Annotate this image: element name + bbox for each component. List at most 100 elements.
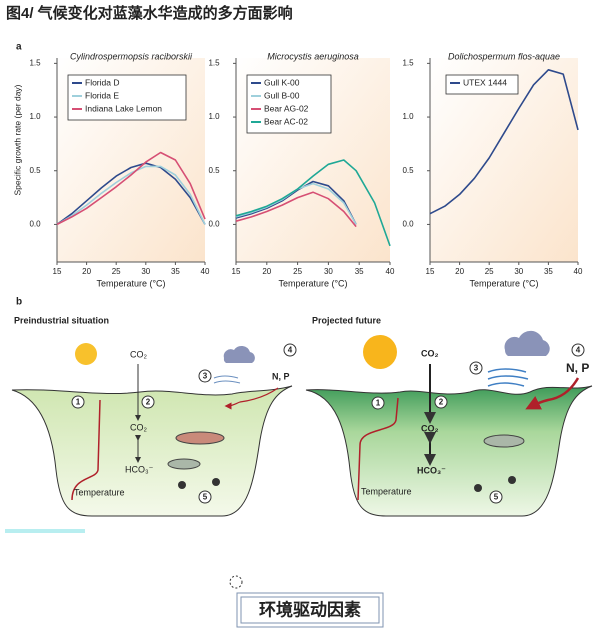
co2-air: CO₂ (421, 348, 439, 358)
marker-circle (469, 361, 483, 375)
footer-box-inner (240, 596, 380, 624)
x-axis-label: Temperature (°C) (469, 278, 538, 288)
co2-air: CO₂ (130, 349, 148, 359)
legend-label: Florida E (85, 90, 119, 100)
chart-title: Microcystis aeruginosa (267, 51, 359, 61)
legend-label: Gull K-00 (264, 77, 300, 87)
x-tick-label: 25 (112, 267, 121, 276)
x-tick-label: 30 (514, 267, 523, 276)
marker-number: 1 (76, 398, 81, 407)
footer-label: 环境驱动因素 (259, 599, 361, 619)
charts: 0.0 0.5 1.0 1.5 15 20 25 30 35 40 Cylindrospermops… (12, 51, 583, 288)
y-tick-label: 1.5 (208, 58, 220, 67)
co2-water: CO₂ (421, 423, 439, 433)
nutrients: N, P (566, 361, 589, 375)
x-tick-label: 35 (171, 267, 180, 276)
temperature-line (71, 399, 101, 501)
marker-circle (571, 343, 585, 357)
marker-number: 3 (474, 364, 479, 373)
algae (508, 476, 516, 484)
sun (75, 343, 97, 365)
x-tick-label: 40 (201, 267, 210, 276)
fish (175, 431, 225, 445)
x-tick-label: 35 (355, 267, 364, 276)
legend-label: Indiana Lake Lemon (85, 103, 162, 113)
series-line (235, 180, 357, 225)
x-tick-label: 30 (324, 267, 333, 276)
icon (229, 575, 243, 589)
marker-circle (198, 490, 212, 504)
series-line (56, 162, 206, 226)
accent-bar (5, 529, 85, 533)
legend-label: Florida D (85, 77, 119, 87)
legend-label: UTEX 1444 (463, 77, 507, 87)
x-tick-label: 40 (386, 267, 395, 276)
marker-number: 2 (439, 398, 444, 407)
markers: 1 2 3 4 5 (371, 343, 585, 504)
y-tick-label: 0.0 (29, 220, 41, 229)
legend-box (445, 74, 519, 95)
co2-water: CO₂ (130, 422, 148, 432)
nutrient-arrow (525, 377, 580, 410)
y-tick-label: 0.0 (402, 220, 414, 229)
legend-label: Gull B-00 (264, 90, 300, 100)
x-axis-label: Temperature (°C) (96, 278, 165, 288)
y-tick-label: 1.5 (29, 58, 41, 67)
wind (487, 368, 529, 387)
x-tick-label: 20 (82, 267, 91, 276)
y-tick-label: 0.5 (29, 166, 41, 175)
marker-number: 5 (203, 493, 208, 502)
bicarbonate: HCO₃⁻ (125, 464, 154, 474)
x-tick-label: 15 (53, 267, 62, 276)
nutrients: N, P (272, 371, 290, 381)
lake (11, 385, 293, 517)
cloud (504, 330, 550, 356)
marker-number: 1 (376, 399, 381, 408)
legend-label: Bear AC-02 (264, 116, 308, 126)
y-tick-label: 0.5 (402, 166, 414, 175)
x-axis-label: Temperature (°C) (278, 278, 347, 288)
cloud (223, 345, 255, 363)
temperature-label: Temperature (361, 486, 412, 496)
x-tick-label: 20 (262, 267, 271, 276)
marker-circle (283, 343, 297, 357)
y-tick-label: 0.5 (208, 166, 220, 175)
x-tick-label: 35 (544, 267, 553, 276)
algae (212, 478, 220, 486)
marker-circle (198, 369, 212, 383)
lake (305, 385, 593, 517)
marker-circle (434, 395, 448, 409)
series-line (56, 151, 206, 226)
diagram-title: Preindustrial situation (14, 315, 109, 325)
y-tick-label: 0.0 (208, 220, 220, 229)
series-line (235, 191, 357, 228)
y-tick-label: 1.5 (402, 58, 414, 67)
marker-circle (489, 490, 503, 504)
legend-box (67, 74, 187, 121)
legend-box (246, 74, 332, 134)
x-tick-label: 15 (426, 267, 435, 276)
fish (483, 434, 525, 448)
marker-number: 2 (146, 398, 151, 407)
algae (178, 481, 186, 489)
series-line (429, 69, 579, 215)
x-tick-label: 25 (293, 267, 302, 276)
chart-title: Dolichospermum flos-aquae (448, 51, 560, 61)
sun (363, 335, 397, 369)
panel-label: b (16, 297, 22, 308)
y-axis-label: Specific growth rate (per day) (12, 84, 22, 195)
nutrient-arrow (224, 387, 279, 410)
chart-title: Cylindrospermopsis raciborskii (70, 51, 193, 61)
series-line (235, 159, 391, 247)
footer-box (236, 592, 384, 628)
temperature-label: Temperature (74, 487, 125, 497)
y-tick-label: 1.0 (29, 112, 41, 121)
bicarbonate: HCO₃⁻ (417, 465, 446, 475)
panel-label: a (16, 42, 22, 53)
y-tick-label: 1.0 (402, 112, 414, 121)
marker-number: 4 (576, 346, 581, 355)
marker-number: 4 (288, 346, 293, 355)
marker-circle (141, 395, 155, 409)
marker-circle (71, 395, 85, 409)
